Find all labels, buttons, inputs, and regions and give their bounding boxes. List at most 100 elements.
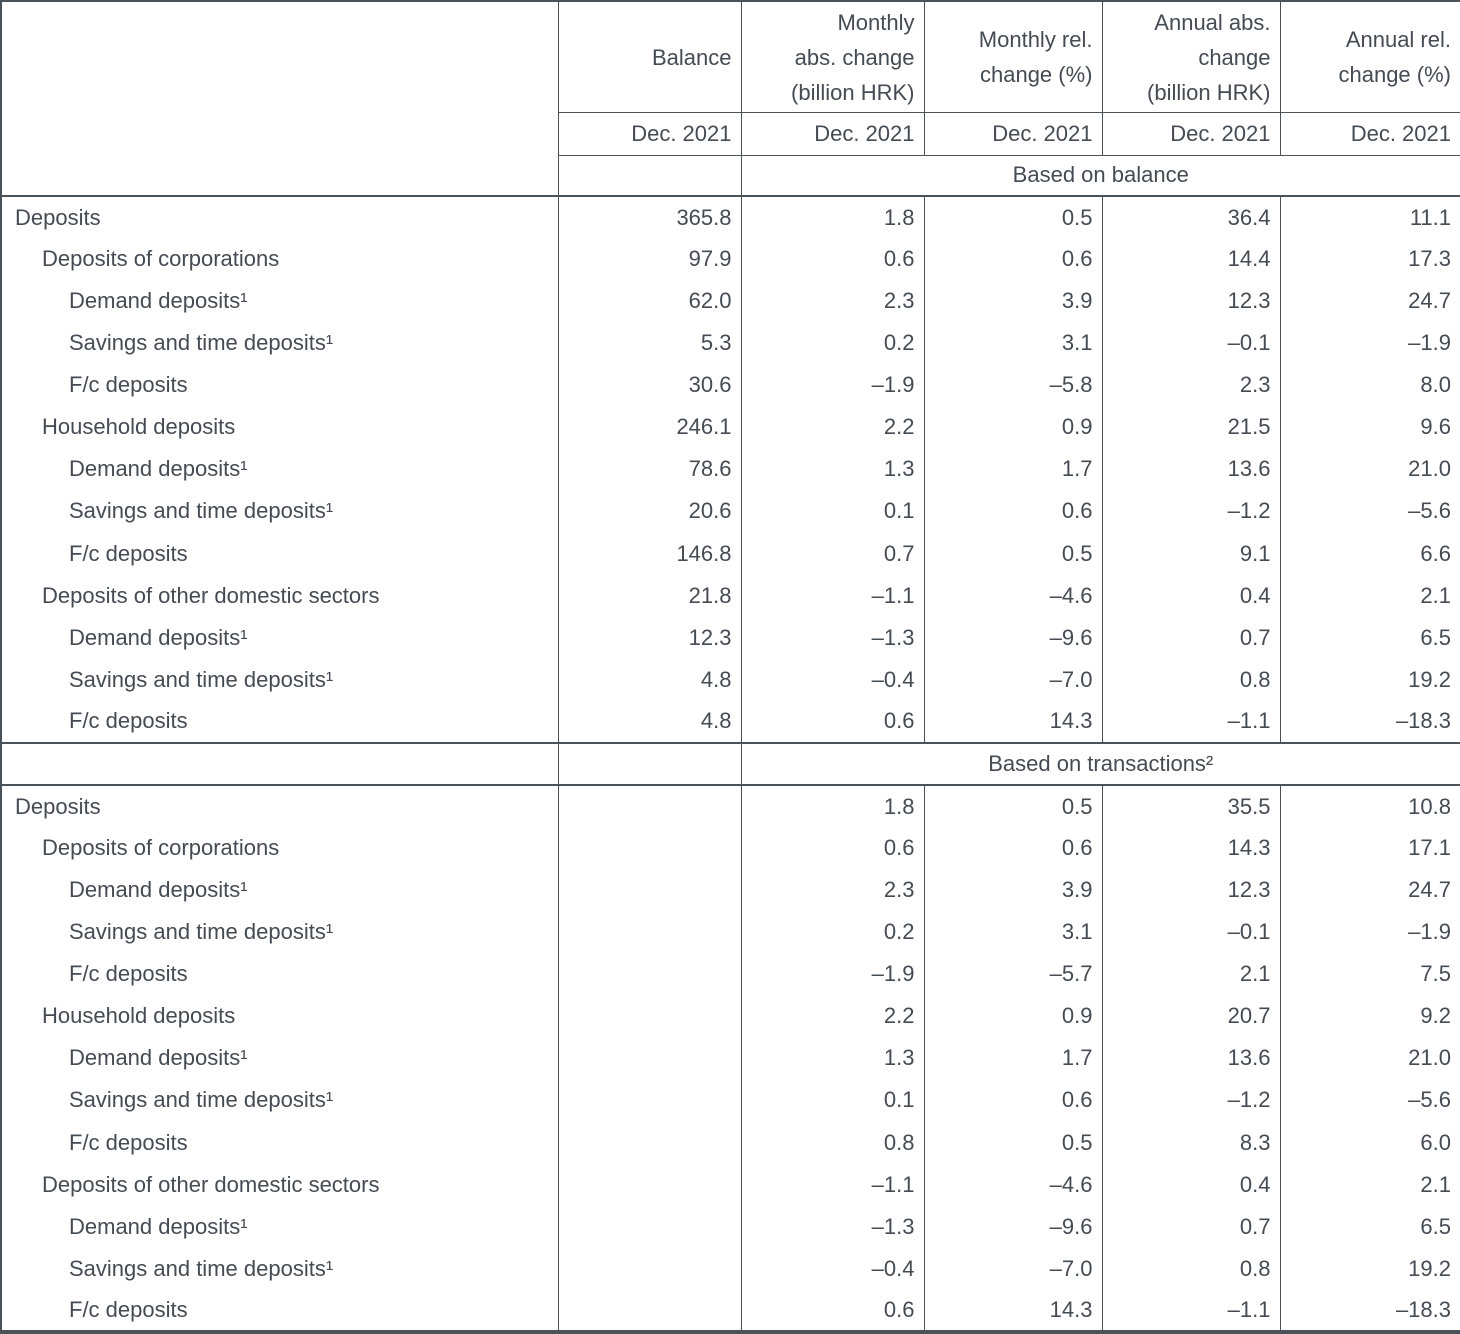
cell-value: 14.4 <box>1101 238 1280 281</box>
cell-value: –1.1 <box>1101 700 1280 743</box>
cell-value: 12.3 <box>1101 280 1280 323</box>
row-label: Savings and time deposits¹ <box>69 330 334 356</box>
cell-value: 24.7 <box>1279 280 1460 323</box>
table-row: Savings and time deposits¹ –0.4 –7.0 0.8 19.… <box>1 1247 1460 1290</box>
based-on-transactions-body: Deposits 1.8 0.5 35.5 10.8 Deposits of corpor… <box>1 785 1460 1332</box>
cell-value: 0.4 <box>1101 1163 1280 1206</box>
cell-value: 3.1 <box>923 322 1102 365</box>
cell-value: 0.7 <box>740 532 924 575</box>
cell-value: 3.1 <box>923 911 1102 954</box>
cell-value: 35.5 <box>1101 785 1280 828</box>
row-label: Deposits <box>15 204 101 230</box>
based-on-balance-body: Deposits 365.8 1.8 0.5 36.4 11.1 Deposits of c… <box>1 196 1460 743</box>
cell-value: 1.8 <box>740 785 924 828</box>
row-label: Demand deposits¹ <box>69 288 248 314</box>
cell-value: –1.1 <box>1101 1289 1280 1332</box>
table-row: Savings and time deposits¹ 20.6 0.1 0.6 –1.2… <box>1 490 1460 533</box>
date-header-row: Dec. 2021 Dec. 2021 Dec. 2021 Dec. 2021 … <box>1 112 1460 156</box>
table-row: F/c deposits 146.8 0.7 0.5 9.1 6.6 <box>1 532 1460 575</box>
row-label: Demand deposits¹ <box>69 1045 248 1071</box>
cell-value: 0.6 <box>923 490 1102 533</box>
cell-value: 2.1 <box>1101 953 1280 996</box>
cell-value: 6.6 <box>1279 532 1460 575</box>
row-label: Deposits <box>15 793 101 819</box>
cell-value: 9.6 <box>1279 406 1460 449</box>
cell-value: 3.9 <box>923 869 1102 912</box>
cell-value: 0.8 <box>1101 658 1280 701</box>
cell-value: 146.8 <box>557 532 741 575</box>
cell-value: –7.0 <box>923 658 1102 701</box>
cell-value: 11.1 <box>1279 196 1460 239</box>
row-label: Demand deposits¹ <box>69 624 248 650</box>
row-label: F/c deposits <box>69 961 188 987</box>
table-row: F/c deposits 4.8 0.6 14.3 –1.1 –18.3 <box>1 700 1460 743</box>
cell-value: –0.1 <box>1101 911 1280 954</box>
cell-value: –1.1 <box>740 574 924 617</box>
cell-value: 2.1 <box>1279 574 1460 617</box>
cell-value: 0.2 <box>740 911 924 954</box>
date-label: Dec. 2021 <box>1279 112 1460 156</box>
cell-value: 78.6 <box>557 448 741 491</box>
cell-value: –5.8 <box>923 364 1102 407</box>
cell-value: –0.1 <box>1101 322 1280 365</box>
row-label: F/c deposits <box>69 1129 188 1155</box>
cell-value: 246.1 <box>557 406 741 449</box>
cell-value: 0.6 <box>740 1289 924 1332</box>
cell-value: –5.6 <box>1279 490 1460 533</box>
cell-value: –1.2 <box>1101 1079 1280 1122</box>
cell-value: –5.6 <box>1279 1079 1460 1122</box>
cell-value: 21.5 <box>1101 406 1280 449</box>
empty-label-cell <box>1 741 558 787</box>
table-row: Demand deposits¹ 12.3 –1.3 –9.6 0.7 6.5 <box>1 616 1460 659</box>
date-label: Dec. 2021 <box>740 112 924 156</box>
row-label: Deposits of corporations <box>42 246 280 272</box>
cell-value: 12.3 <box>1101 869 1280 912</box>
cell-value: –1.2 <box>1101 490 1280 533</box>
cell-value: 0.6 <box>740 827 924 870</box>
table-row: Demand deposits¹ 62.0 2.3 3.9 12.3 24.7 <box>1 280 1460 323</box>
row-label: Savings and time deposits¹ <box>69 666 334 692</box>
cell-value <box>557 1079 741 1122</box>
table-row: F/c deposits 30.6 –1.9 –5.8 2.3 8.0 <box>1 364 1460 407</box>
table-row: Savings and time deposits¹ 5.3 0.2 3.1 –0.1–… <box>1 322 1460 365</box>
cell-value: –18.3 <box>1279 700 1460 743</box>
table-row: F/c deposits 0.6 14.3 –1.1 –18.3 <box>1 1289 1460 1332</box>
cell-value <box>557 1121 741 1164</box>
section-header-transactions: Based on transactions² <box>1 741 1460 787</box>
cell-value: 0.6 <box>740 238 924 281</box>
cell-value: 21.0 <box>1279 1037 1460 1080</box>
table-row: Savings and time deposits¹ 0.1 0.6 –1.2 –5.6 <box>1 1079 1460 1122</box>
cell-value: 17.3 <box>1279 238 1460 281</box>
cell-value: 1.7 <box>923 448 1102 491</box>
cell-value: 6.5 <box>1279 1205 1460 1248</box>
row-label: F/c deposits <box>69 540 188 566</box>
cell-value <box>557 1205 741 1248</box>
row-label: Deposits of other domestic sectors <box>42 582 380 608</box>
cell-value: –5.7 <box>923 953 1102 996</box>
cell-value: 14.3 <box>923 1289 1102 1332</box>
cell-value: –9.6 <box>923 616 1102 659</box>
cell-value: 0.8 <box>740 1121 924 1164</box>
table-row: Deposits of other domestic sectors 21.8 –1… <box>1 574 1460 617</box>
cell-value: –4.6 <box>923 1163 1102 1206</box>
row-label: F/c deposits <box>69 372 188 398</box>
cell-value: 4.8 <box>557 700 741 743</box>
cell-value: 13.6 <box>1101 1037 1280 1080</box>
section-title-based-on-balance: Based on balance <box>740 155 1460 197</box>
col-header-balance: Balance <box>557 1 741 113</box>
table-row: Household deposits 2.2 0.9 20.7 9.2 <box>1 995 1460 1038</box>
cell-value: 0.5 <box>923 196 1102 239</box>
table-row: Demand deposits¹ 1.3 1.7 13.6 21.0 <box>1 1037 1460 1080</box>
cell-value: –9.6 <box>923 1205 1102 1248</box>
table-row: Savings and time deposits¹ 4.8 –0.4 –7.0 0.8… <box>1 658 1460 701</box>
table-row: Demand deposits¹ –1.3 –9.6 0.7 6.5 <box>1 1205 1460 1248</box>
cell-value: 0.1 <box>740 490 924 533</box>
cell-value: 21.8 <box>557 574 741 617</box>
cell-value: 30.6 <box>557 364 741 407</box>
cell-value: 0.5 <box>923 532 1102 575</box>
table-row: Deposits of other domestic sectors –1.1 –4… <box>1 1163 1460 1206</box>
cell-value <box>557 1163 741 1206</box>
cell-value: 14.3 <box>923 700 1102 743</box>
table-row: F/c deposits 0.8 0.5 8.3 6.0 <box>1 1121 1460 1164</box>
